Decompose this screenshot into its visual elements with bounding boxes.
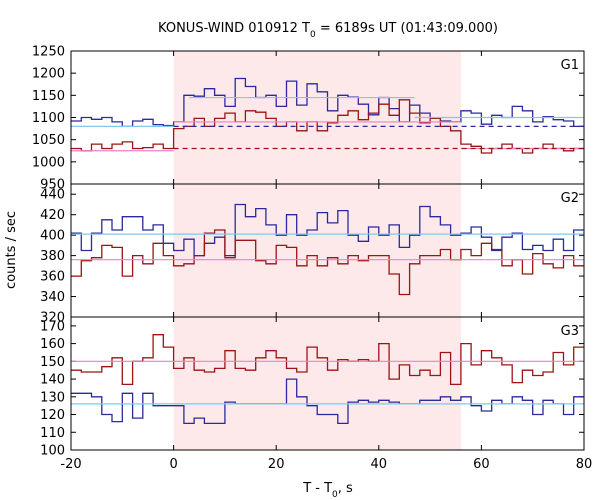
- y-tick-label: 380: [40, 249, 65, 264]
- series-blue-step-line: [71, 203, 584, 257]
- series-red-step-line: [71, 229, 584, 296]
- series-blue-step-line: [71, 77, 584, 128]
- y-tick-label: 360: [40, 270, 65, 285]
- x-axis-label-main: T - T: [302, 481, 332, 496]
- y-tick-label: 1150: [32, 89, 65, 104]
- x-tick-label: -20: [60, 457, 81, 472]
- y-tick-label: 110: [40, 426, 65, 441]
- panel-plot-area: [71, 334, 584, 425]
- y-tick-label: 320: [40, 311, 65, 326]
- x-tick-label: 0: [169, 457, 177, 472]
- chart-title: KONUS-WIND 010912 T0 = 6189s UT (01:43:0…: [158, 21, 498, 40]
- x-axis-label-subscript: 0: [332, 490, 338, 500]
- x-axis-label: T - T0, s: [302, 481, 353, 500]
- chart-title-main: KONUS-WIND 010912 T: [158, 21, 310, 36]
- y-tick-label: 1250: [32, 45, 65, 60]
- y-axis-label: counts / sec: [4, 211, 19, 289]
- y-tick-label: 1200: [32, 67, 65, 82]
- chart-title-subscript: 0: [310, 30, 316, 40]
- chart-title-rest: = 6189s UT (01:43:09.000): [316, 21, 498, 36]
- panel-g1: 950 1000 1050 1100 1150 1200 1250 G1: [32, 45, 585, 193]
- series-red-step-line: [71, 334, 584, 386]
- panel-g3: 100 110 120 130 140 150 160 170 G3: [40, 316, 585, 459]
- y-tick-label: 150: [40, 355, 65, 370]
- panel-frame: [70, 316, 585, 451]
- x-axis-label-rest: , s: [338, 481, 353, 496]
- y-tick-label: 140: [40, 373, 65, 388]
- y-tick-label: 170: [40, 319, 65, 334]
- panel-label: G2: [561, 191, 579, 206]
- y-tick-label: 400: [40, 229, 65, 244]
- y-tick-label: 1000: [32, 155, 65, 170]
- panel-label: G1: [561, 58, 579, 73]
- y-tick-label: 100: [40, 444, 65, 459]
- x-tick-label: 40: [371, 457, 388, 472]
- y-tick-label: 1100: [32, 111, 65, 126]
- y-tick-label: 420: [40, 208, 65, 223]
- panel-plot-area: [71, 203, 584, 296]
- panel-label: G3: [561, 324, 579, 339]
- y-tick-label: 440: [40, 188, 65, 203]
- y-tick-label: 120: [40, 408, 65, 423]
- x-tick-label: 20: [268, 457, 285, 472]
- highlight-region: [173, 51, 461, 450]
- y-tick-label: 1050: [32, 133, 65, 148]
- y-tick-label: 160: [40, 337, 65, 352]
- y-tick-label: 950: [40, 178, 65, 193]
- panel-plot-area: [71, 77, 584, 154]
- y-tick-label: 130: [40, 390, 65, 405]
- x-tick-label: 60: [473, 457, 490, 472]
- x-tick-label: 80: [576, 457, 593, 472]
- y-tick-label: 340: [40, 290, 65, 305]
